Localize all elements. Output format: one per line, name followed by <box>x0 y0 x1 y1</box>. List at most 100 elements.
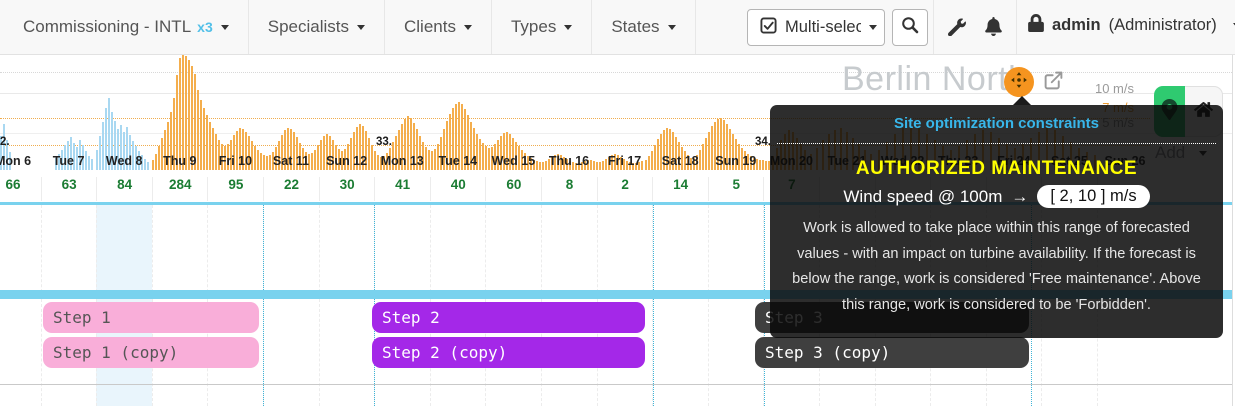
wind-bar <box>218 140 221 170</box>
wind-bar <box>287 128 290 170</box>
timeline-date: Wed 8 <box>105 154 143 168</box>
wind-bar <box>88 156 91 170</box>
timeline-date: Tue 14 <box>438 154 478 168</box>
wind-bar <box>524 153 527 170</box>
timeline-count: 8 <box>541 177 597 201</box>
wind-bar <box>416 129 419 170</box>
wind-bar <box>732 134 735 170</box>
user-menu[interactable]: admin (Administrator) <box>1028 14 1235 37</box>
tooltip-constraint-row: Wind speed @ 100m → [ 2, 10 ] m/s <box>770 185 1223 208</box>
share-icon[interactable] <box>1043 70 1064 96</box>
chart-right-border <box>1232 55 1233 406</box>
gridline-upper-constraint <box>0 118 1150 119</box>
wind-bar <box>608 157 611 170</box>
wind-bar <box>335 145 338 170</box>
wind-bar <box>120 125 123 170</box>
wind-bar <box>605 159 608 170</box>
wind-bar <box>708 132 711 170</box>
wind-bar <box>699 150 702 170</box>
checkbox-checked-icon <box>760 16 777 39</box>
wind-bar <box>693 158 696 170</box>
gantt-bar-step-3-copy-[interactable]: Step 3 (copy) <box>755 337 1029 368</box>
wind-bar <box>590 160 593 170</box>
nav-menu-clients[interactable]: Clients <box>385 0 492 54</box>
notifications-bell-icon[interactable] <box>985 17 1002 41</box>
wind-bar <box>170 112 173 170</box>
wind-bar <box>407 116 410 170</box>
wind-bar <box>329 136 332 170</box>
wind-bar <box>527 156 530 170</box>
wind-bar <box>404 119 407 170</box>
week-number: 2. <box>0 136 10 148</box>
tooltip-separator <box>777 143 1216 144</box>
nav-menu-specialists[interactable]: Specialists <box>249 0 385 54</box>
wind-bar <box>132 141 135 170</box>
wind-bar <box>314 150 317 170</box>
wind-bar <box>645 160 648 170</box>
timeline-date: Tue 7 <box>52 154 85 168</box>
wind-bar <box>338 149 341 170</box>
wind-bar <box>135 146 138 170</box>
timeline-date: Sun 19 <box>715 154 757 168</box>
wind-bar <box>383 156 386 170</box>
wind-bar <box>753 158 756 170</box>
nav-menu-types[interactable]: Types <box>492 0 593 54</box>
wind-bar <box>317 145 320 170</box>
gridline-lower-constraint <box>0 145 1150 146</box>
wind-bar <box>9 152 12 170</box>
user-name: admin <box>1052 16 1101 34</box>
day-column-line <box>707 205 709 406</box>
wind-bar <box>188 60 191 170</box>
wind-bar <box>491 147 494 170</box>
wind-bar <box>230 140 233 170</box>
wind-bar <box>629 162 632 170</box>
wind-bar <box>55 158 58 170</box>
multi-select-button[interactable]: Multi-select <box>747 9 882 46</box>
wind-bar <box>684 151 687 170</box>
nav-menu-commissioning[interactable]: Commissioning - INTL x3 <box>4 0 249 54</box>
wind-bar <box>765 161 768 170</box>
multi-select-dropdown-button[interactable] <box>861 9 885 46</box>
top-navbar: Commissioning - INTL x3 Specialists Clients… <box>0 0 1235 55</box>
search-button[interactable] <box>892 9 928 46</box>
nav-menu-label: Commissioning - INTL <box>23 17 192 36</box>
wind-bar <box>299 143 302 170</box>
search-icon <box>901 16 919 39</box>
gantt-bar-step-2-copy-[interactable]: Step 2 (copy) <box>372 337 645 368</box>
gantt-bar-step-2[interactable]: Step 2 <box>372 302 645 333</box>
wind-bar <box>464 109 467 170</box>
tooltip-body-text: Work is allowed to take place within thi… <box>792 220 1201 313</box>
site-optimization-button[interactable] <box>1004 67 1034 97</box>
wind-bar <box>377 155 380 170</box>
wind-axis-label: 10 m/s <box>1094 81 1134 96</box>
arrow-glyph: → <box>1011 186 1029 206</box>
wind-bar <box>206 115 209 170</box>
wind-bar <box>648 156 651 170</box>
gantt-bar-step-1[interactable]: Step 1 <box>43 302 259 333</box>
wind-bar <box>750 156 753 170</box>
wind-bar <box>690 158 693 170</box>
tooltip-heading: AUTHORIZED MAINTENANCE <box>855 158 1138 179</box>
wind-bar <box>108 98 111 170</box>
wind-bar <box>539 162 542 170</box>
nav-menu-states[interactable]: States <box>592 0 696 54</box>
settings-wrench-icon[interactable] <box>947 18 966 41</box>
wind-bar <box>422 142 425 170</box>
wind-bar <box>251 141 254 170</box>
chevron-down-icon <box>220 24 229 30</box>
wind-bar <box>73 143 76 170</box>
timeline-count: 284 <box>151 177 208 201</box>
gridline-solid <box>0 93 1232 94</box>
wind-bar <box>669 129 672 170</box>
wind-bar <box>729 129 732 170</box>
wind-bar <box>85 151 88 170</box>
wind-bar <box>212 128 215 170</box>
wind-bar <box>141 155 144 170</box>
wind-bar <box>533 160 536 170</box>
gantt-bar-step-1-copy-[interactable]: Step 1 (copy) <box>43 337 259 368</box>
timeline-date: Sat 11 <box>272 154 310 168</box>
wind-bar <box>599 162 602 170</box>
wind-bar <box>359 124 362 170</box>
wind-bar <box>641 161 644 170</box>
nav-separator <box>933 0 934 54</box>
